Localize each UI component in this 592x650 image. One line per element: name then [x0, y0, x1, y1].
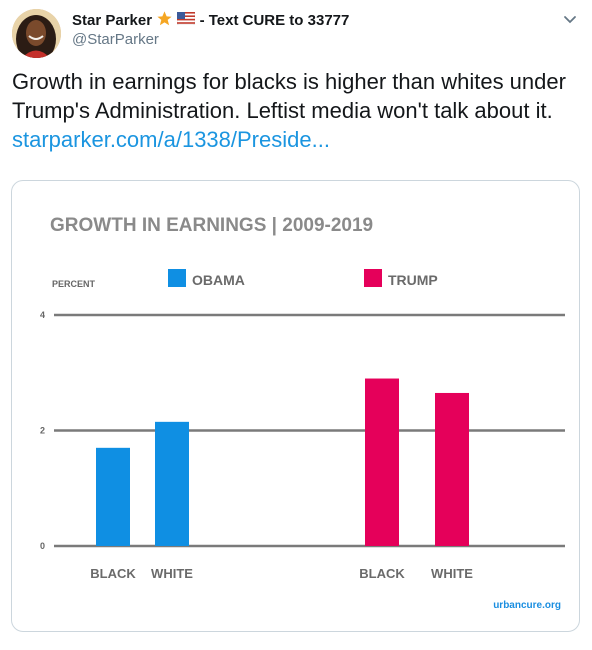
x-tick-label: WHITE — [151, 566, 193, 581]
legend-swatch — [168, 269, 186, 287]
tweet-text: Growth in earnings for blacks is higher … — [12, 67, 577, 154]
user-handle[interactable]: @StarParker — [72, 31, 159, 48]
x-tick-label: BLACK — [90, 566, 136, 581]
y-tick-label: 4 — [40, 310, 45, 320]
bar — [155, 421, 189, 546]
legend-label: OBAMA — [192, 272, 245, 288]
chart-legend: OBAMA TRUMP — [168, 269, 438, 288]
bar — [435, 392, 469, 546]
display-name-suffix: - Text CURE to 33777 — [199, 12, 350, 29]
us-flag-icon — [177, 11, 196, 29]
chart-title: GROWTH IN EARNINGS | 2009-2019 — [50, 215, 373, 236]
bar — [365, 378, 399, 546]
y-axis-label: PERCENT — [52, 279, 96, 289]
x-tick-label: WHITE — [431, 566, 473, 581]
chart-bars — [96, 378, 469, 546]
chart-grid: 0 2 4 — [40, 310, 565, 551]
chart-card[interactable]: GROWTH IN EARNINGS | 2009-2019 PERCENT O… — [11, 180, 580, 632]
y-tick-label: 2 — [40, 426, 45, 436]
author-name-line[interactable]: Star Parker - Text CURE to 33777 — [72, 10, 349, 31]
x-tick-label: BLACK — [359, 566, 405, 581]
tweet-link[interactable]: starparker.com/a/1338/Preside... — [12, 127, 330, 152]
legend-label: TRUMP — [388, 272, 438, 288]
x-tick-labels: BLACK WHITE BLACK WHITE — [90, 566, 473, 581]
star-icon — [156, 10, 173, 31]
avatar[interactable] — [12, 9, 61, 58]
y-tick-label: 0 — [40, 541, 45, 551]
watermark: urbancure.org — [493, 600, 561, 611]
earnings-chart: GROWTH IN EARNINGS | 2009-2019 PERCENT O… — [40, 215, 565, 611]
display-name[interactable]: Star Parker — [72, 12, 153, 29]
chevron-down-icon[interactable] — [562, 13, 578, 25]
tweet-body: Growth in earnings for blacks is higher … — [12, 69, 566, 123]
legend-swatch — [364, 269, 382, 287]
bar — [96, 447, 130, 546]
